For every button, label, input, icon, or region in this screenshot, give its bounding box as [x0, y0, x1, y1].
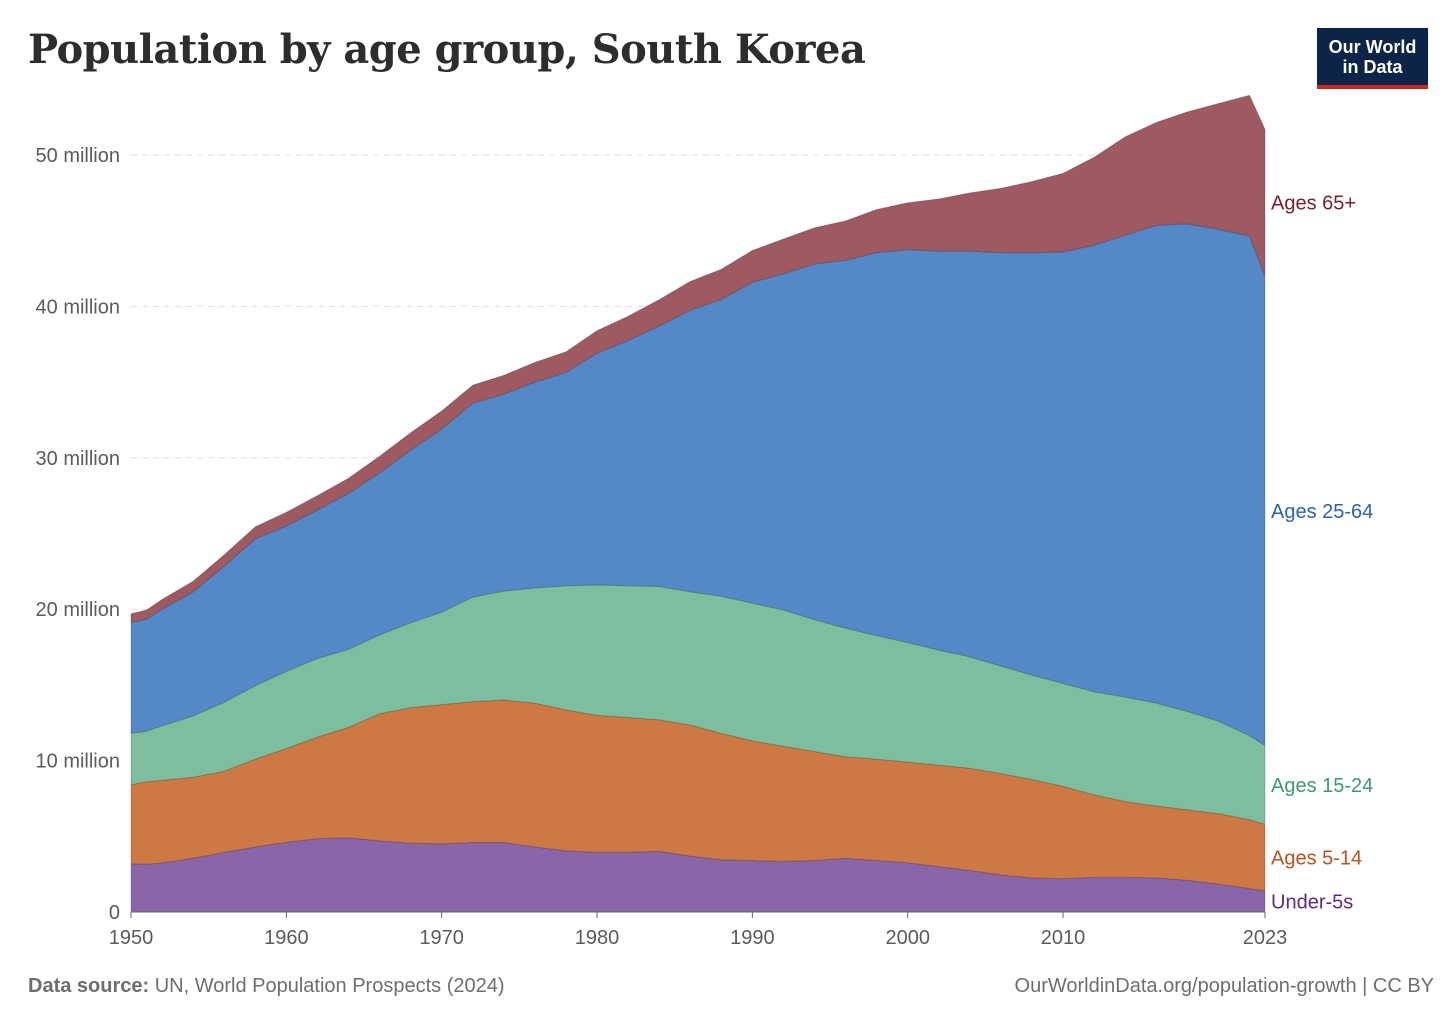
license-text: | CC BY	[1362, 975, 1434, 997]
y-tick-label: 40 million	[36, 296, 120, 318]
y-tick-label: 0	[109, 902, 120, 924]
source-url-link[interactable]: OurWorldinData.org/population-growth	[1014, 975, 1357, 997]
data-source-text: UN, World Population Prospects (2024)	[154, 975, 505, 997]
series-label-ages-5-14: Ages 5-14	[1271, 847, 1362, 869]
data-source: Data source: UN, World Population Prospe…	[28, 975, 505, 998]
x-tick-label: 1970	[419, 927, 464, 949]
series-label-ages-15-24: Ages 15-24	[1271, 775, 1373, 797]
axes: 0 10 million 20 million 30 million 40 millio…	[36, 145, 1288, 949]
y-tick-label: 10 million	[36, 751, 120, 773]
series-label-ages-65: Ages 65+	[1271, 193, 1356, 215]
owid-logo[interactable]: Our World in Data	[1317, 28, 1428, 89]
area-series-layer	[130, 94, 1266, 913]
series-label-ages-25-64: Ages 25-64	[1271, 501, 1373, 523]
x-tick-label: 1980	[575, 927, 620, 949]
x-tick-label: 1990	[730, 927, 775, 949]
logo-line-1: Our World	[1328, 36, 1417, 57]
x-tick-label: 2010	[1041, 927, 1086, 949]
source-url[interactable]: OurWorldinData.org/population-growth | C…	[1015, 975, 1434, 998]
x-tick-label: 2000	[885, 927, 930, 949]
y-tick-label: 30 million	[36, 448, 120, 470]
logo-line-2: in Data	[1342, 56, 1403, 77]
x-tick-label: 2023	[1243, 927, 1288, 949]
x-tick-label: 1960	[264, 927, 309, 949]
series-label-under-5s: Under-5s	[1271, 891, 1353, 913]
y-tick-label: 50 million	[36, 145, 120, 167]
area-ages-65[interactable]	[130, 94, 1266, 624]
series-labels: Under-5s Ages 5-14 Ages 15-24 Ages 25-64 Age…	[1271, 193, 1373, 914]
chart-title: Population by age group, South Korea	[28, 26, 866, 73]
stacked-area-chart: 0 10 million 20 million 30 million 40 millio…	[36, 94, 1373, 949]
data-source-label: Data source:	[28, 975, 150, 997]
y-tick-label: 20 million	[36, 599, 120, 621]
x-tick-label: 1950	[109, 927, 154, 949]
